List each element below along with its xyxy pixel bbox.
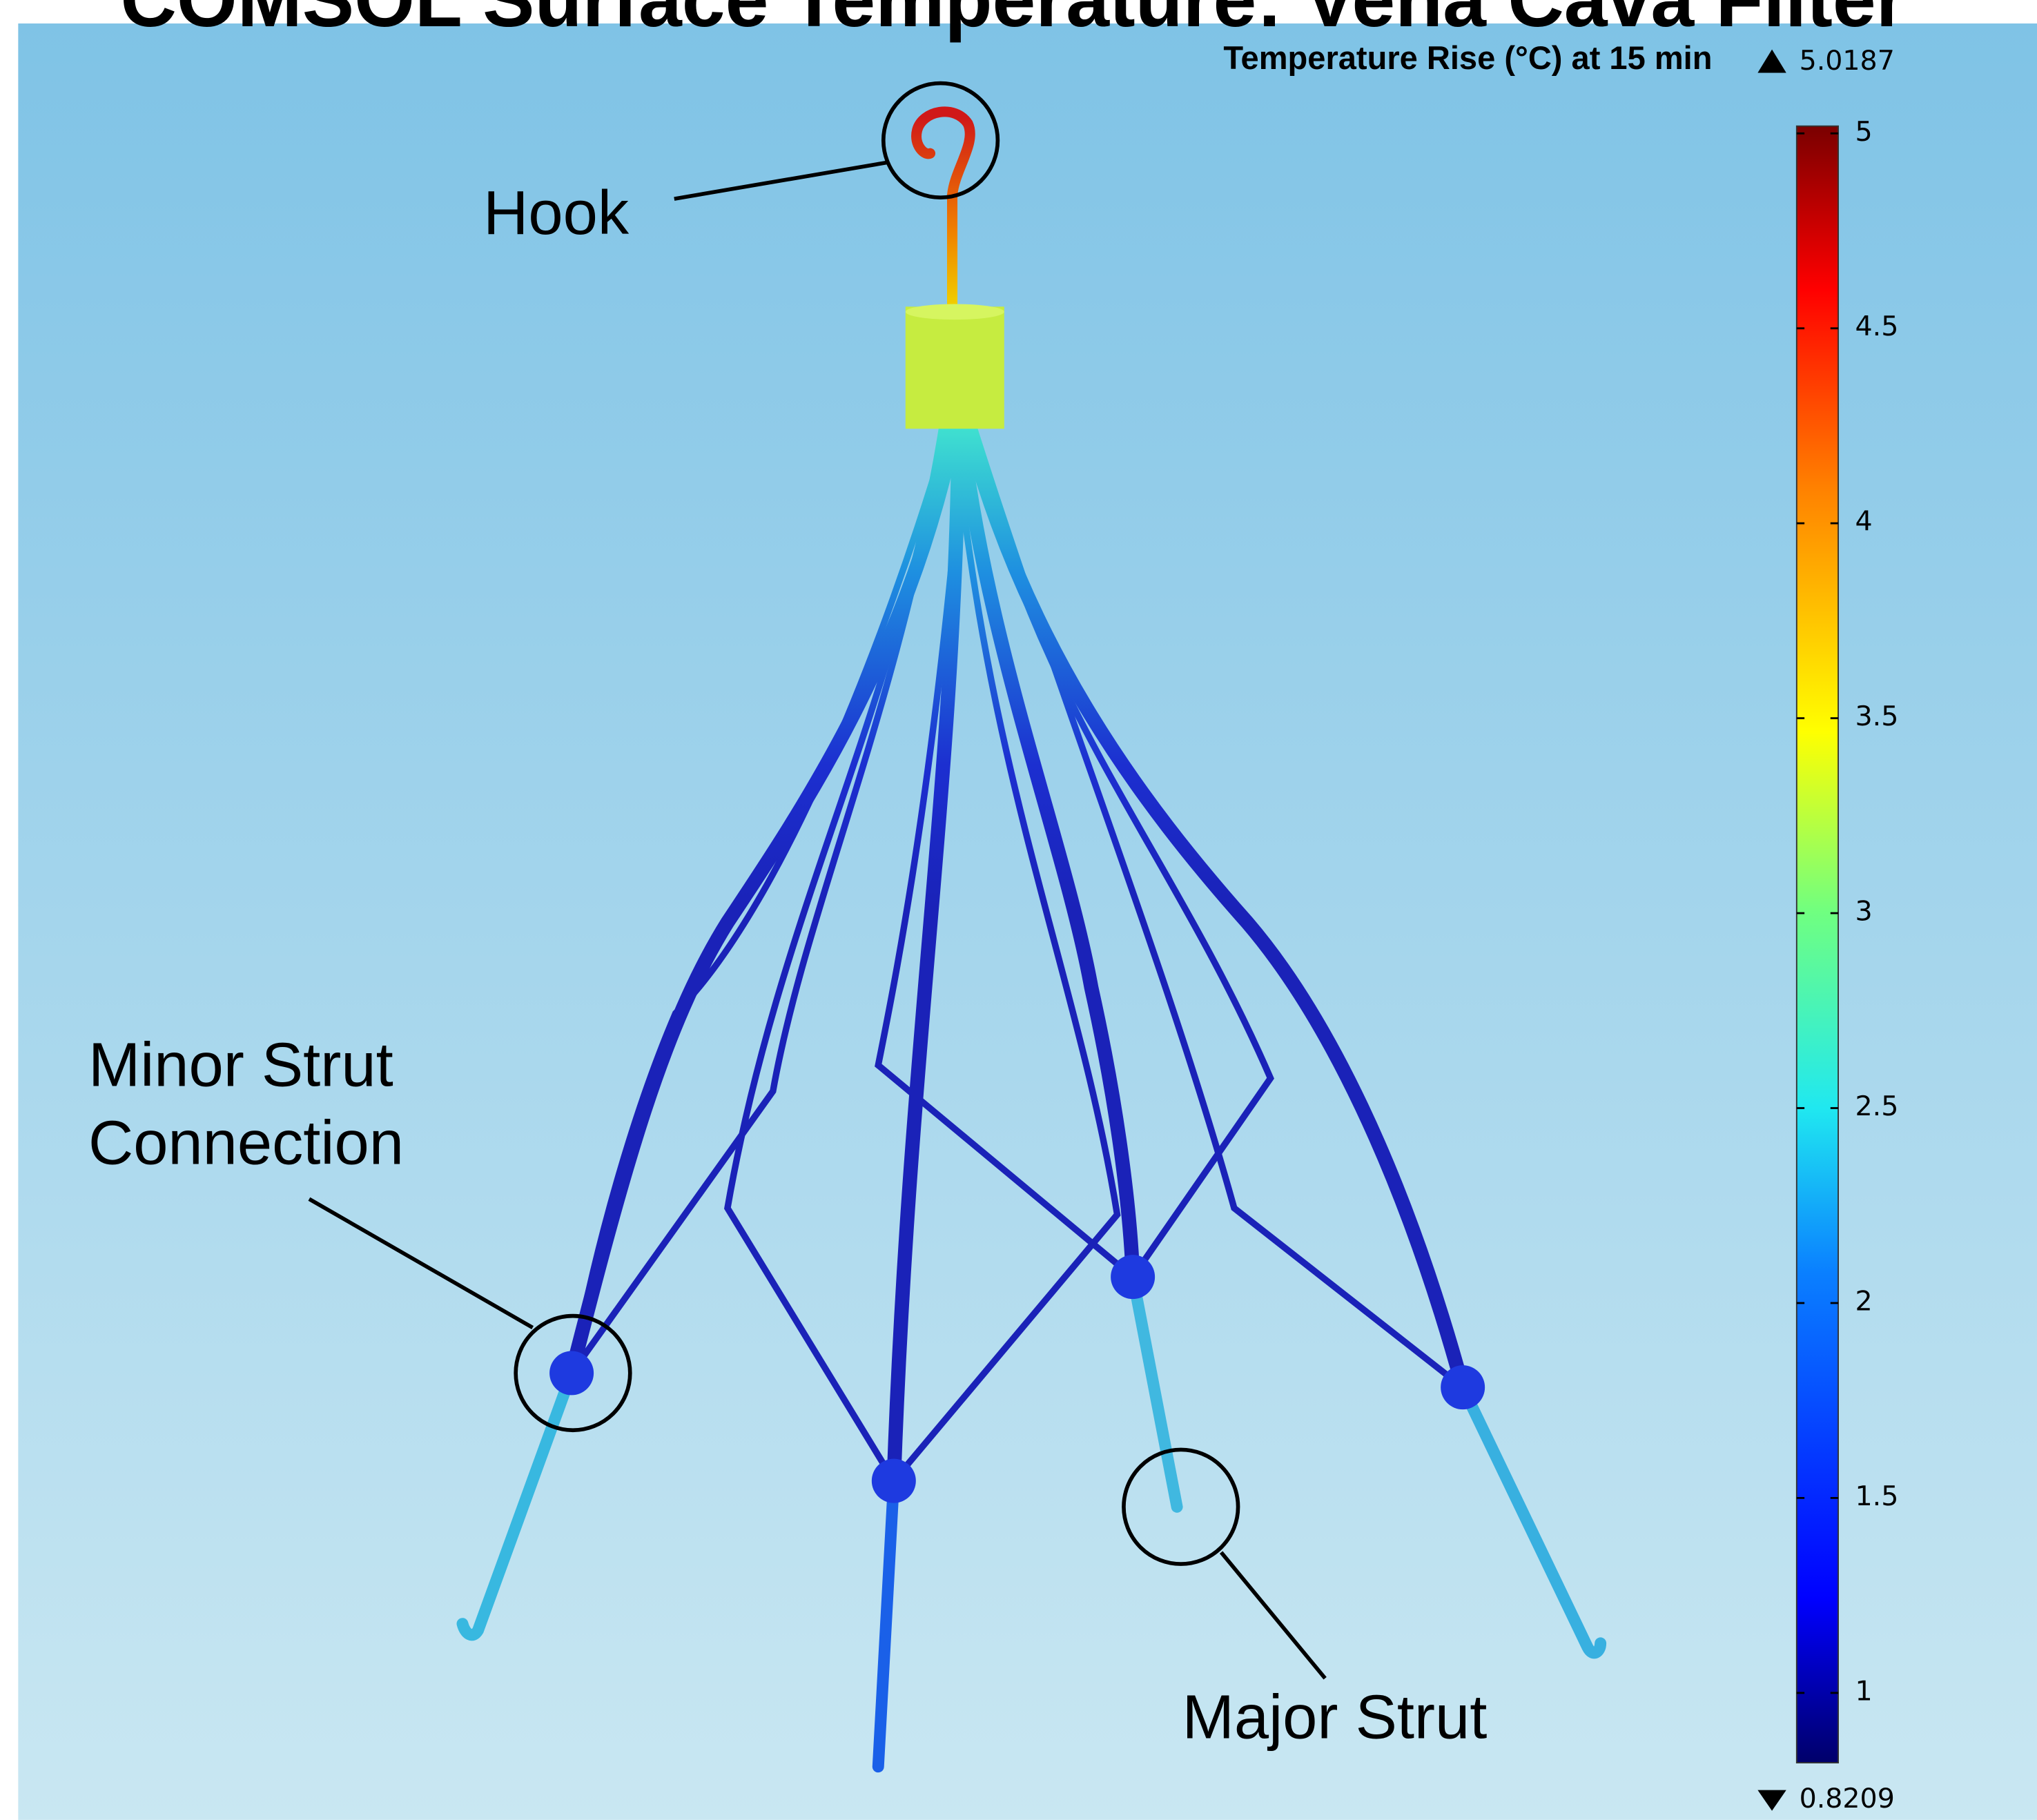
minor-strut-label: Connection bbox=[88, 1108, 404, 1177]
colorbar-tick-label: 4.5 bbox=[1855, 311, 1899, 342]
colorbar-max: 5.0187 bbox=[1800, 45, 1895, 77]
colorbar-tick-label: 4 bbox=[1855, 506, 1873, 538]
colorbar-tick-label: 2.5 bbox=[1855, 1090, 1899, 1122]
nodes bbox=[549, 1255, 1485, 1503]
hook-label: Hook bbox=[483, 178, 630, 248]
colorbar-tick-label: 1.5 bbox=[1855, 1480, 1899, 1512]
filter bbox=[456, 106, 1607, 1773]
colorbar-tick-label: 3.5 bbox=[1855, 701, 1899, 732]
colorbar-tick-label: 5 bbox=[1855, 116, 1873, 148]
max-icon bbox=[1757, 49, 1786, 73]
hub bbox=[905, 306, 1004, 429]
title: COMSOL Surface Temperature: Vena Cava Fi… bbox=[120, 0, 1906, 43]
colorbar-tick-label: 1 bbox=[1855, 1675, 1873, 1707]
hub-top bbox=[905, 304, 1004, 320]
annotations bbox=[308, 81, 1327, 1680]
minor-strut-label: Minor Strut bbox=[88, 1030, 393, 1100]
hook bbox=[911, 106, 975, 317]
major-strut-label: Major Strut bbox=[1182, 1682, 1488, 1752]
major-struts bbox=[564, 421, 1470, 1488]
colorbar-tick-label: 3 bbox=[1855, 896, 1873, 928]
strut-tips bbox=[456, 1271, 1607, 1773]
colorbar-min: 0.8209 bbox=[1800, 1783, 1895, 1814]
colorbar-tick-label: 2 bbox=[1855, 1285, 1873, 1317]
colorbar-title: Temperature Rise (°C) at 15 min bbox=[1223, 39, 1712, 76]
background bbox=[18, 23, 2037, 1820]
colorbar bbox=[1795, 125, 1839, 1763]
min-icon bbox=[1757, 1790, 1786, 1811]
